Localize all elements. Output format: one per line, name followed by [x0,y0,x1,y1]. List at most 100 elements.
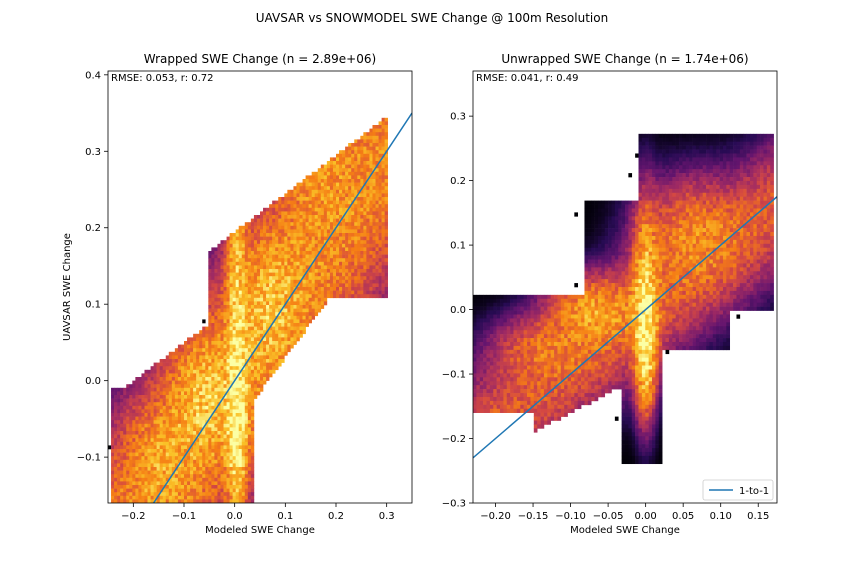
heatmap-cell [379,258,382,262]
heatmap-cell [239,359,242,363]
heatmap-cell [202,388,205,392]
heatmap-cell [148,395,151,399]
heatmap-cell [248,406,251,410]
heatmap-cell [263,355,266,359]
heatmap-cell [487,334,491,338]
heatmap-cell [220,283,223,287]
heatmap-cell [126,471,129,475]
heatmap-cell [230,399,233,403]
heatmap-cell [202,355,205,359]
heatmap-cell [296,262,299,266]
heatmap-cell [199,467,202,471]
heatmap-cell [281,291,284,295]
heatmap-cell [251,330,254,334]
heatmap-cell [199,449,202,453]
heatmap-cell [205,453,208,457]
heatmap-cell [315,291,318,295]
heatmap-cell [336,280,339,284]
heatmap-cell [129,402,132,406]
heatmap-cell [220,485,223,489]
heatmap-cell [144,467,147,471]
heatmap-cell [376,226,379,230]
heatmap-cell [296,265,299,269]
heatmap-cell [330,291,333,295]
heatmap-cell [520,330,524,334]
heatmap-cell [181,471,184,475]
heatmap-cell [154,424,157,428]
heatmap-cell [224,409,227,413]
heatmap-cell [248,334,251,338]
heatmap-cell [141,377,144,381]
heatmap-cell [166,445,169,449]
heatmap-cell [208,355,211,359]
heatmap-cell [527,318,531,322]
heatmap-cell [318,186,321,190]
heatmap-cell [537,326,541,330]
heatmap-cell [487,299,491,303]
heatmap-cell [184,471,187,475]
heatmap-cell [372,283,375,287]
heatmap-cell [148,435,151,439]
heatmap-cell [366,139,369,143]
heatmap-cell [473,389,477,393]
heatmap-cell [360,244,363,248]
heatmap-cell [205,435,208,439]
heatmap-cell [111,456,114,460]
heatmap-cell [376,132,379,136]
heatmap-cell [303,265,306,269]
heatmap-cell [382,240,385,244]
heatmap-cell [230,406,233,410]
heatmap-cell [366,132,369,136]
heatmap-cell [510,346,514,350]
heatmap-cell [333,204,336,208]
heatmap-cell [312,219,315,223]
heatmap-cell [242,341,245,345]
heatmap-cell [278,345,281,349]
heatmap-cell [172,420,175,424]
heatmap-cell [345,165,348,169]
heatmap-cell [214,453,217,457]
heatmap-cell [300,219,303,223]
heatmap-cell [266,348,269,352]
heatmap-cell [217,251,220,255]
heatmap-cell [507,366,511,370]
heatmap-cell [202,417,205,421]
heatmap-cell [321,291,324,295]
heatmap-cell [327,215,330,219]
heatmap-cell [534,362,538,366]
heatmap-cell [342,287,345,291]
heatmap-cell [230,294,233,298]
heatmap-cell [248,445,251,449]
heatmap-cell [120,442,123,446]
heatmap-cell [275,334,278,338]
heatmap-cell [321,226,324,230]
heatmap-cell [144,413,147,417]
heatmap-cell [233,460,236,464]
heatmap-cell [211,449,214,453]
heatmap-cell [382,201,385,205]
heatmap-cell [348,222,351,226]
heatmap-cell [214,395,217,399]
heatmap-cell [309,186,312,190]
heatmap-cell [236,298,239,302]
heatmap-cell [530,350,534,354]
heatmap-cell [175,381,178,385]
heatmap-cell [266,345,269,349]
heatmap-cell [248,471,251,475]
heatmap-cell [385,219,388,223]
heatmap-cell [312,273,315,277]
heatmap-cell [306,244,309,248]
heatmap-cell [190,384,193,388]
heatmap-cell [366,276,369,280]
heatmap-cell [272,330,275,334]
heatmap-cell [527,369,531,373]
heatmap-cell [251,373,254,377]
heatmap-cell [275,337,278,341]
heatmap-cell [157,485,160,489]
heatmap-cell [123,481,126,485]
heatmap-cell [187,355,190,359]
heatmap-cell [169,413,172,417]
heatmap-cell [181,420,184,424]
heatmap-cell [333,186,336,190]
heatmap-cell [248,255,251,259]
